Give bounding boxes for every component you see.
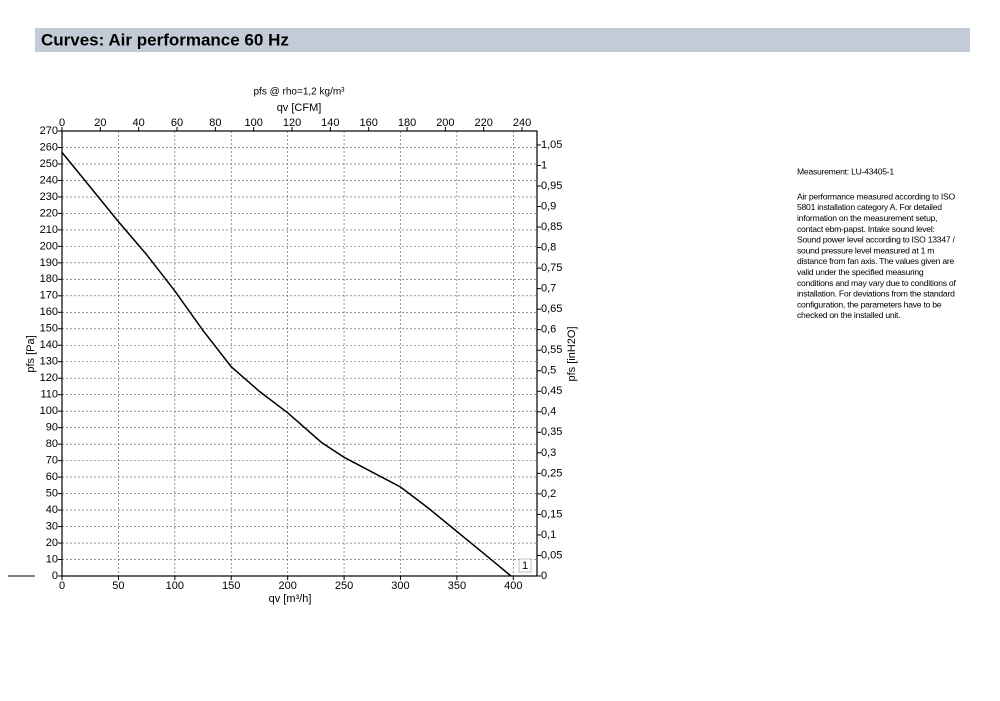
note-line: information on the measurement setup, (797, 213, 937, 223)
x2-tick-label: 140 (321, 117, 339, 129)
y-tick-label: 10 (46, 553, 58, 565)
x-tick-label: 350 (448, 580, 466, 592)
x-tick-label: 100 (166, 580, 184, 592)
y-tick-label: 200 (40, 240, 58, 252)
y2-tick-label: 0,8 (541, 241, 556, 253)
curve-label: 1 (522, 560, 528, 572)
x2-tick-label: 220 (475, 117, 493, 129)
y2-tick-label: 0,45 (541, 385, 562, 397)
x2-tick-label: 0 (59, 117, 65, 129)
y2-axis-label: pfs [inH2O] (566, 326, 578, 381)
note-line: Sound power level according to ISO 13347… (797, 235, 956, 245)
x2-tick-label: 160 (360, 117, 378, 129)
y-tick-label: 80 (46, 438, 58, 450)
note-line: Air performance measured according to IS… (797, 191, 955, 201)
note-line: valid under the specified measuring (797, 267, 924, 277)
chart-title: pfs @ rho=1,2 kg/m³ (253, 87, 345, 98)
x2-tick-label: 180 (398, 117, 416, 129)
y2-tick-label: 0 (541, 570, 547, 582)
y-tick-label: 50 (46, 487, 58, 499)
y-tick-label: 170 (40, 290, 58, 302)
y-tick-label: 30 (46, 520, 58, 532)
y2-tick-label: 0,95 (541, 180, 562, 192)
x-tick-label: 200 (278, 580, 296, 592)
x-tick-label: 50 (112, 580, 124, 592)
y-tick-label: 0 (52, 570, 58, 582)
curve (61, 151, 512, 577)
x2-axis-label: qv [CFM] (277, 102, 322, 114)
y2-tick-label: 0,9 (541, 200, 556, 212)
y2-tick-label: 0,2 (541, 488, 556, 500)
y-tick-label: 90 (46, 422, 58, 434)
y-tick-label: 250 (40, 158, 58, 170)
note-line: sound pressure level measured at 1 m (797, 245, 934, 255)
note-line: installation. For deviations from the st… (797, 289, 955, 299)
y-tick-label: 120 (40, 372, 58, 384)
y-tick-label: 210 (40, 224, 58, 236)
y2-tick-label: 0,15 (541, 508, 562, 520)
y-tick-label: 260 (40, 141, 58, 153)
x2-tick-label: 100 (245, 117, 263, 129)
y2-tick-label: 0,1 (541, 529, 556, 541)
note-line: checked on the installed unit. (797, 310, 900, 320)
y2-tick-label: 1 (541, 159, 547, 171)
y2-tick-label: 0,85 (541, 221, 562, 233)
note-line: 5801 installation category A. For detail… (797, 202, 942, 212)
y-tick-label: 190 (40, 257, 58, 269)
y-tick-label: 270 (40, 125, 58, 137)
x2-tick-label: 40 (133, 117, 145, 129)
y-axis-label: pfs [Pa] (25, 335, 37, 372)
y-tick-label: 130 (40, 356, 58, 368)
note-line: contact ebm-papst. Intake sound level: (797, 224, 935, 234)
y-tick-label: 40 (46, 504, 58, 516)
y-tick-label: 230 (40, 191, 58, 203)
y2-tick-label: 0,6 (541, 324, 556, 336)
y2-tick-label: 0,25 (541, 467, 562, 479)
y-tick-label: 100 (40, 405, 58, 417)
header-title: Curves: Air performance 60 Hz (41, 30, 289, 49)
y2-tick-label: 0,5 (541, 365, 556, 377)
x-tick-label: 0 (59, 580, 65, 592)
y2-tick-label: 0,65 (541, 303, 562, 315)
y-tick-label: 160 (40, 306, 58, 318)
x2-tick-label: 80 (209, 117, 221, 129)
y-tick-label: 150 (40, 323, 58, 335)
x-tick-label: 150 (222, 580, 240, 592)
header-bar (35, 28, 970, 52)
x2-tick-label: 240 (513, 117, 531, 129)
y2-tick-label: 0,05 (541, 549, 562, 561)
y2-tick-label: 0,35 (541, 426, 562, 438)
y-tick-label: 20 (46, 537, 58, 549)
note-line: distance from fan axis. The values given… (797, 256, 954, 266)
x2-tick-label: 60 (171, 117, 183, 129)
y2-tick-label: 0,3 (541, 447, 556, 459)
y2-tick-label: 0,7 (541, 283, 556, 295)
x2-tick-label: 20 (94, 117, 106, 129)
measurement-note: Measurement: LU-43405-1 (797, 166, 894, 176)
x-axis-label: qv [m³/h] (269, 593, 312, 605)
y2-tick-label: 0,4 (541, 406, 556, 418)
x2-tick-label: 200 (436, 117, 454, 129)
x2-tick-label: 120 (283, 117, 301, 129)
x-tick-label: 250 (335, 580, 353, 592)
y-tick-label: 140 (40, 339, 58, 351)
y-tick-label: 180 (40, 273, 58, 285)
note-line: configuration, the parameters have to be (797, 299, 942, 309)
y-tick-label: 110 (40, 389, 58, 401)
note-line: conditions and may vary due to condition… (797, 278, 956, 288)
y-tick-label: 70 (46, 455, 58, 467)
x-tick-label: 400 (504, 580, 522, 592)
x-tick-label: 300 (391, 580, 409, 592)
y-tick-label: 240 (40, 174, 58, 186)
y2-tick-label: 0,55 (541, 344, 562, 356)
y-tick-label: 60 (46, 471, 58, 483)
y2-tick-label: 0,75 (541, 262, 562, 274)
y2-tick-label: 1,05 (541, 139, 562, 151)
plot-frame (61, 130, 538, 577)
y-tick-label: 220 (40, 207, 58, 219)
curve-label-box (518, 558, 532, 573)
